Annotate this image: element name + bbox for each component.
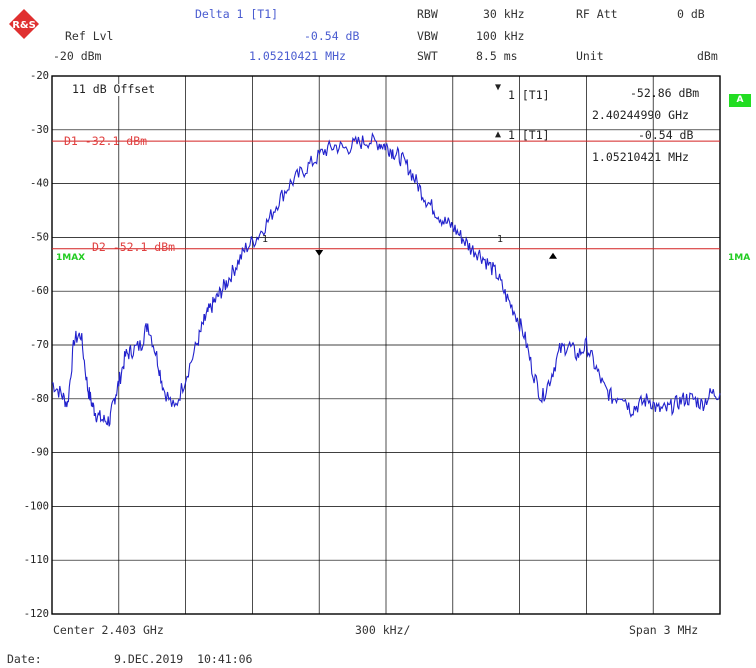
y-tick-label: -30 [30,124,49,136]
span-value: Span 3 MHz [629,623,699,637]
marker-point [549,252,557,259]
marker1-frequency: 2.40244990 GHz [592,108,689,122]
marker2-number: 1 [497,234,504,245]
d2-line-label: D2 -52.1 dBm [92,240,176,254]
y-tick-label: -80 [30,393,49,405]
rf-att-value: 0 dB [677,7,705,21]
trace-layer [51,132,721,427]
y-tick-label: -60 [30,285,49,297]
y-axis-ticks: -20 -30 -40 -50 -60 -70 -80 -90 -100 -110 -120 [24,70,49,620]
trace-line [51,132,721,427]
vbw-value: 100 kHz [476,29,525,43]
rf-att-label: RF Att [576,7,618,21]
offset-label: 11 dB Offset [72,82,156,96]
plot-grid [51,75,721,615]
delta-level: -0.54 dB [304,29,360,43]
reference-lines [52,140,720,250]
swt-value: 8.5 ms [476,49,518,63]
d1-line-label: D1 -32.1 dBm [64,134,148,148]
marker2-level: -0.54 dB [638,128,694,142]
marker2-triangle-icon: ▲ [495,129,502,140]
y-tick-label: -70 [30,339,49,351]
y-tick-label: -120 [24,608,49,620]
trace-a-flag: A [729,94,751,107]
y-tick-label: -40 [30,178,49,190]
marker-layer [315,250,557,259]
svg-text:R&S: R&S [12,20,36,31]
y-tick-label: -110 [24,554,49,566]
division-width: 300 kHz/ [355,623,411,637]
unit-label: Unit [576,49,604,63]
delta-frequency: 1.05210421 MHz [249,49,346,63]
ref-lvl-label: Ref Lvl [65,29,114,43]
y-tick-label: -90 [30,447,49,459]
rbw-label: RBW [417,7,438,21]
y-tick-label: -50 [30,231,49,243]
y-tick-label: -100 [24,500,49,512]
rs-logo-icon: R&S [9,9,39,39]
swt-label: SWT [417,49,438,63]
marker-title: Delta 1 [T1] [195,7,279,21]
vbw-label: VBW [417,29,438,43]
marker1-triangle-icon: ▼ [495,82,502,93]
rbw-value: 30 kHz [483,7,525,21]
marker2-tag: 1 [T1] [508,128,550,142]
date-label: Date: [7,652,42,666]
ref-lvl-value: -20 dBm [53,49,102,63]
center-frequency: Center 2.403 GHz [53,623,164,637]
marker-point [315,250,324,257]
marker1-tag: 1 [T1] [508,88,550,102]
marker1-number: 1 [262,234,269,245]
unit-value: dBm [697,49,718,63]
date-value: 9.DEC.2019 10:41:06 [114,652,253,666]
trace-left-label: 1MAX [56,253,86,263]
y-tick-label: -20 [30,70,49,82]
marker1-level: -52.86 dBm [630,86,700,100]
trace-right-label: 1MA [728,253,751,263]
marker2-frequency: 1.05210421 MHz [592,150,689,164]
